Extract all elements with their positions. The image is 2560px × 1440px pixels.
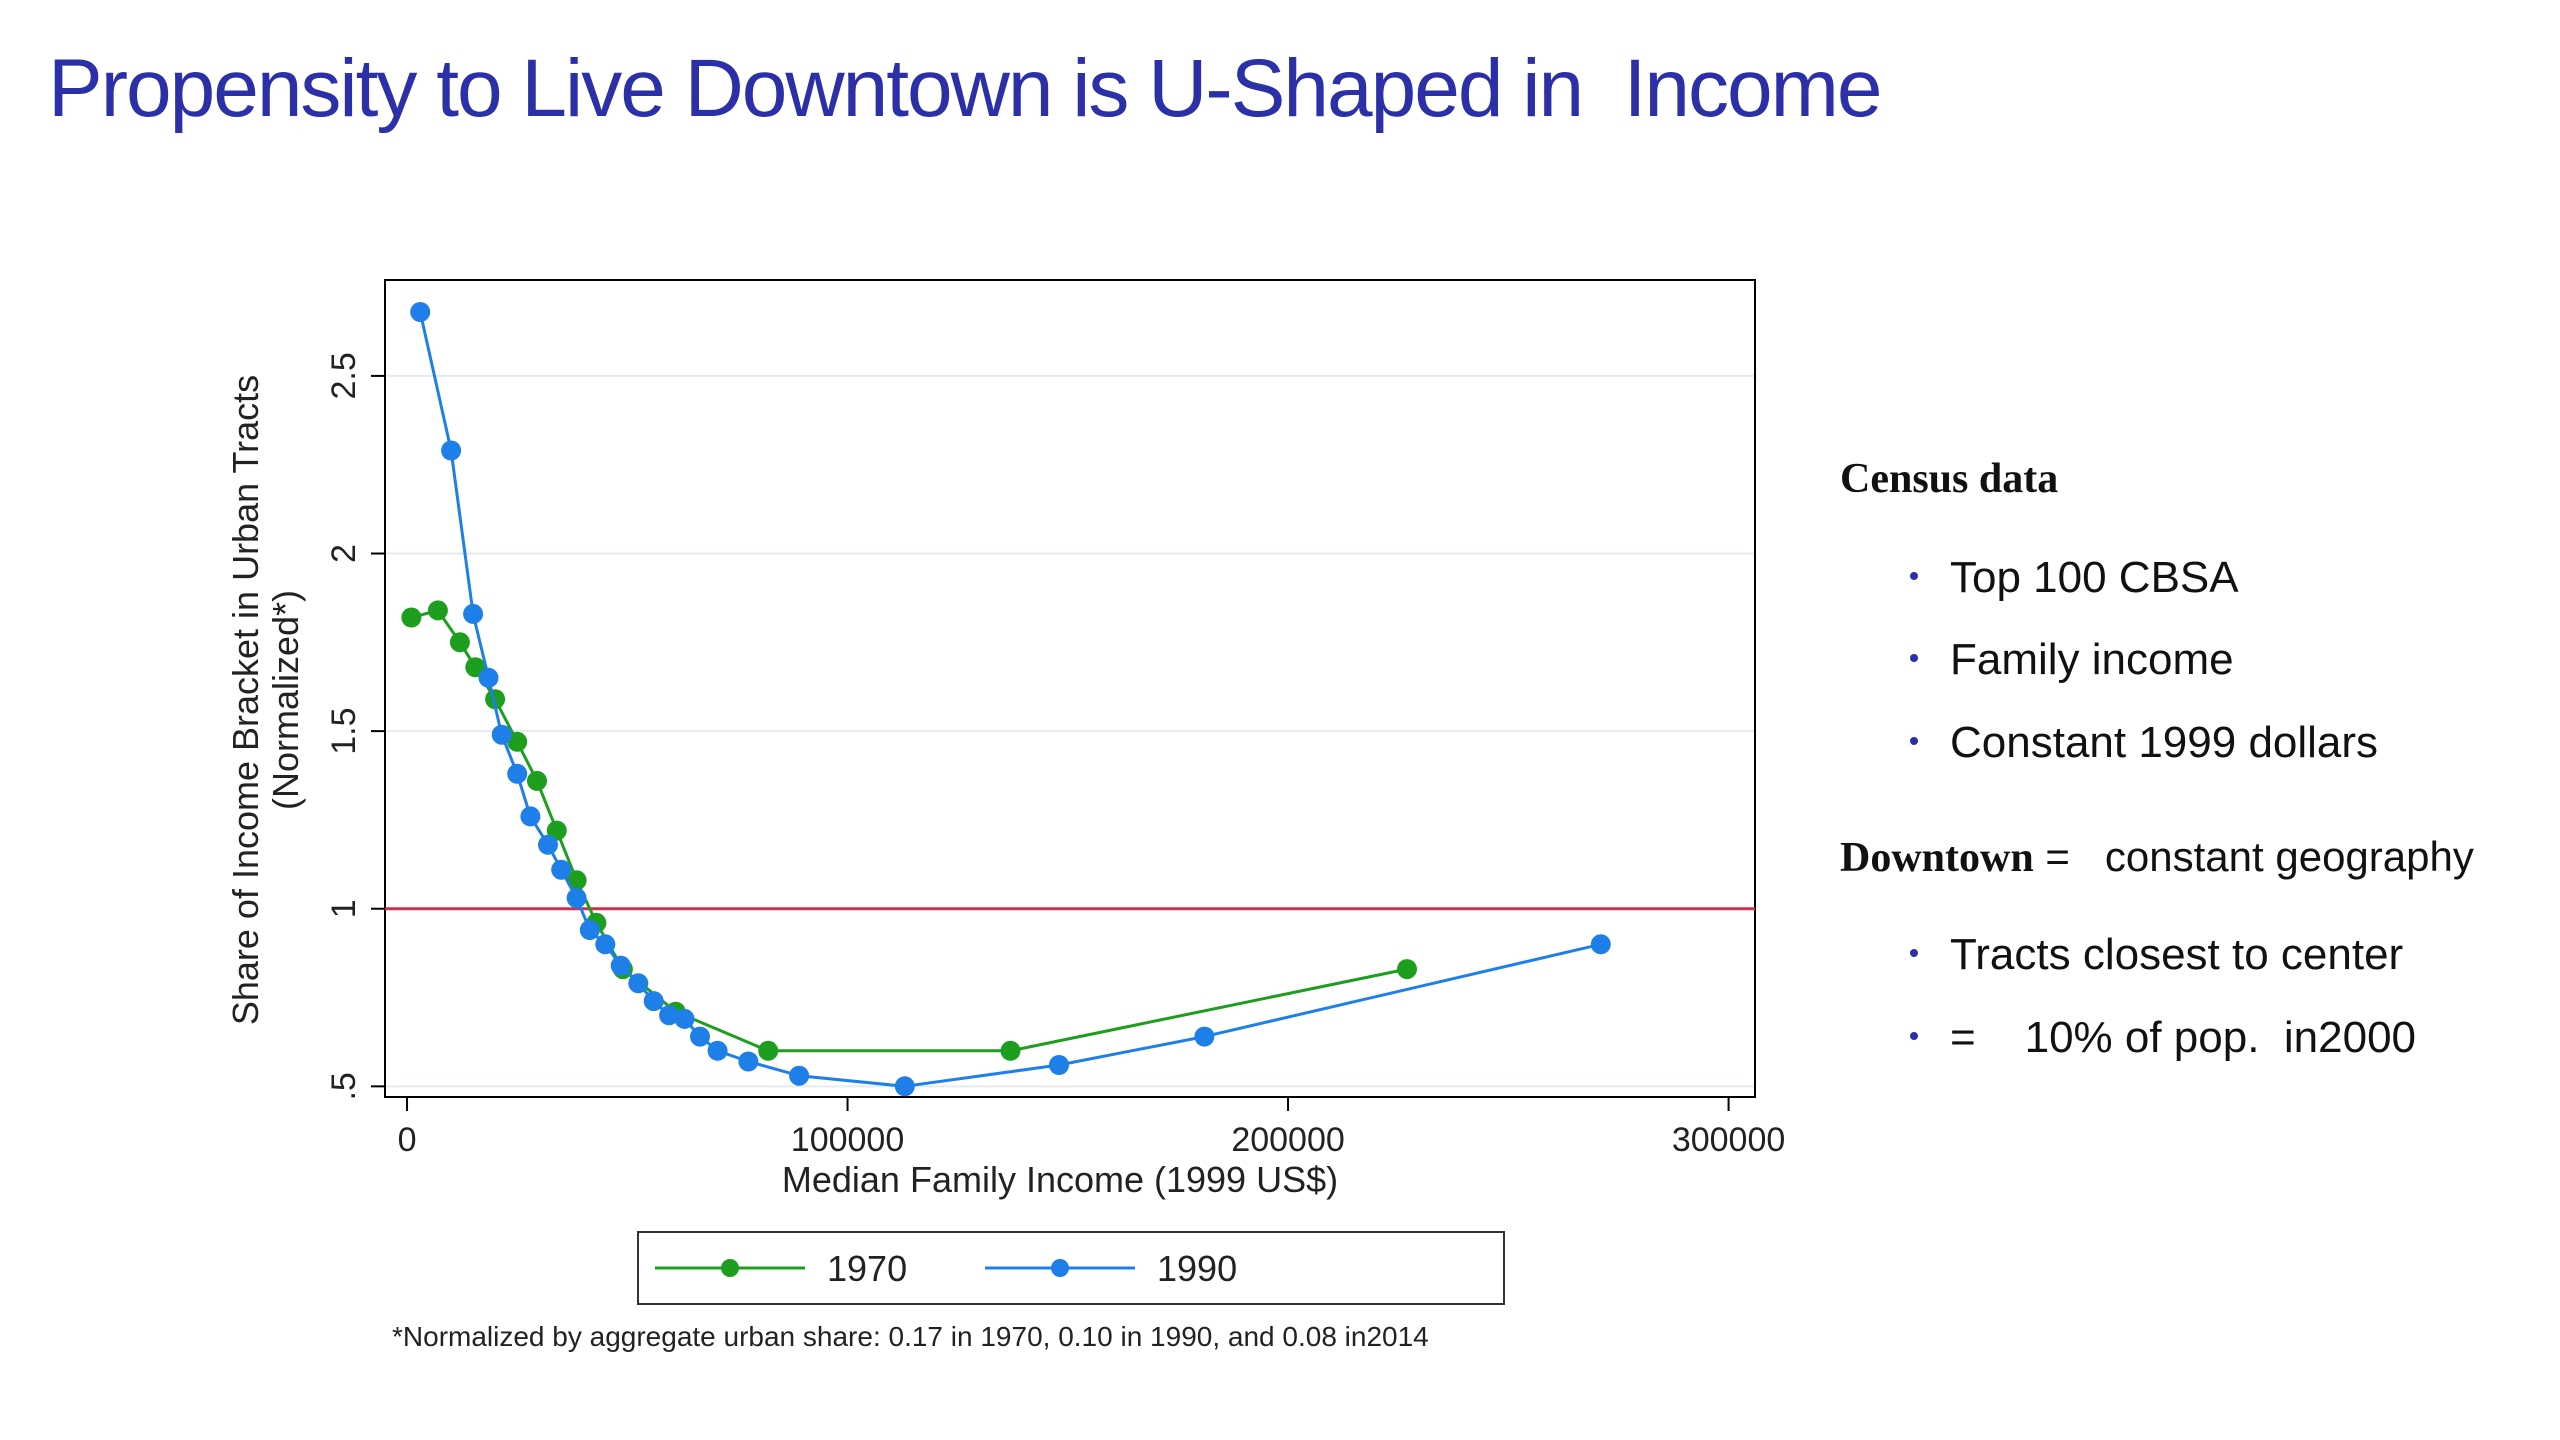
x-tick-label: 200000 (1231, 1121, 1344, 1159)
series-1990-point (520, 806, 541, 827)
series-1990-point (610, 955, 631, 976)
y-tick-label: 1.5 (325, 707, 363, 754)
bullet-item: = 10% of pop. in2000 (1910, 1013, 2416, 1063)
series-1990-point (410, 302, 431, 322)
series-1970-point (449, 632, 470, 653)
series-1990-point (894, 1076, 915, 1097)
series-1990-point (538, 834, 558, 855)
series-1990-point (738, 1051, 759, 1072)
series-1970-point (401, 607, 422, 628)
slide-title: Propensity to Live Downtown is U-Shaped … (48, 43, 1883, 134)
series-1990-point (1049, 1055, 1069, 1075)
series-1970-point (427, 600, 448, 621)
series-1990-point (674, 1008, 695, 1029)
series-1990-point (566, 888, 587, 909)
bullet-dot-icon (1910, 572, 1918, 581)
series-1990-point (579, 920, 600, 940)
y-tick-label: 1 (325, 899, 363, 918)
series-1970-point (1397, 959, 1417, 980)
bullet-dot-icon (1910, 949, 1918, 958)
series-1990-point (690, 1026, 710, 1047)
series-1990-point (789, 1065, 810, 1086)
series-1990-point (478, 667, 499, 688)
series-1970-point (566, 870, 587, 891)
bullet-dot-icon (1910, 1032, 1918, 1041)
series-1990-point (628, 973, 649, 994)
plot-frame (384, 279, 1756, 1098)
series-1970-point (507, 731, 528, 752)
series (401, 302, 1611, 1097)
series-1990-point (463, 603, 484, 624)
y-tick-label: 2 (325, 544, 363, 563)
y-axis-label-line2: (Normalized*) (265, 590, 306, 810)
series-1990-point (441, 440, 462, 461)
series-1970-point (485, 689, 506, 710)
legend-1990-label: 1990 (1157, 1248, 1237, 1289)
legend-1970-marker (721, 1259, 739, 1277)
y-tick-label: .5 (325, 1072, 363, 1100)
legend: 1970 1990 (637, 1231, 1505, 1305)
census-data-heading: Census data (1840, 456, 2059, 502)
footnote: *Normalized by aggregate urban share: 0.… (392, 1321, 1429, 1352)
x-tick-label: 300000 (1672, 1121, 1785, 1159)
bullet-item: Family income (1910, 635, 2234, 685)
series-1990-point (551, 859, 572, 880)
series-1990-point (1194, 1026, 1215, 1047)
downtown-heading: Downtown = constant geography (1840, 833, 2474, 881)
bullet-dot-icon (1910, 737, 1918, 746)
series-1990-point (491, 724, 512, 745)
x-axis-label: Median Family Income (1999 US$) (782, 1159, 1338, 1200)
legend-1990-marker (1051, 1259, 1069, 1277)
series-1990-line (418, 311, 1602, 1088)
legend-1970-label: 1970 (827, 1248, 907, 1289)
series-1970-point (527, 770, 547, 791)
gridlines (385, 374, 1755, 1088)
series-1990-point (595, 934, 616, 955)
y-tick-label: 2.5 (325, 352, 363, 399)
axes: .5 1 1.5 2 2.5 0 100000 200000 300000 (325, 352, 1785, 1159)
x-tick-label: 0 (398, 1121, 417, 1159)
series-1970-point (758, 1040, 779, 1061)
series-1990-point (643, 991, 664, 1012)
x-tick-label: 100000 (791, 1121, 904, 1159)
bullet-dot-icon (1910, 654, 1918, 663)
bullet-item: Constant 1999 dollars (1910, 718, 2378, 768)
bullet-item: Top 100 CBSA (1910, 553, 2239, 603)
series-1990-point (507, 763, 528, 784)
series-1990-point (1590, 934, 1611, 955)
series-1990-point (707, 1040, 728, 1061)
series-1990-point (659, 1005, 680, 1026)
y-axis-label-line1: Share of Income Bracket in Urban Tracts (225, 375, 266, 1025)
series-1970-point (1000, 1040, 1021, 1061)
bullet-item: Tracts closest to center (1910, 930, 2403, 980)
